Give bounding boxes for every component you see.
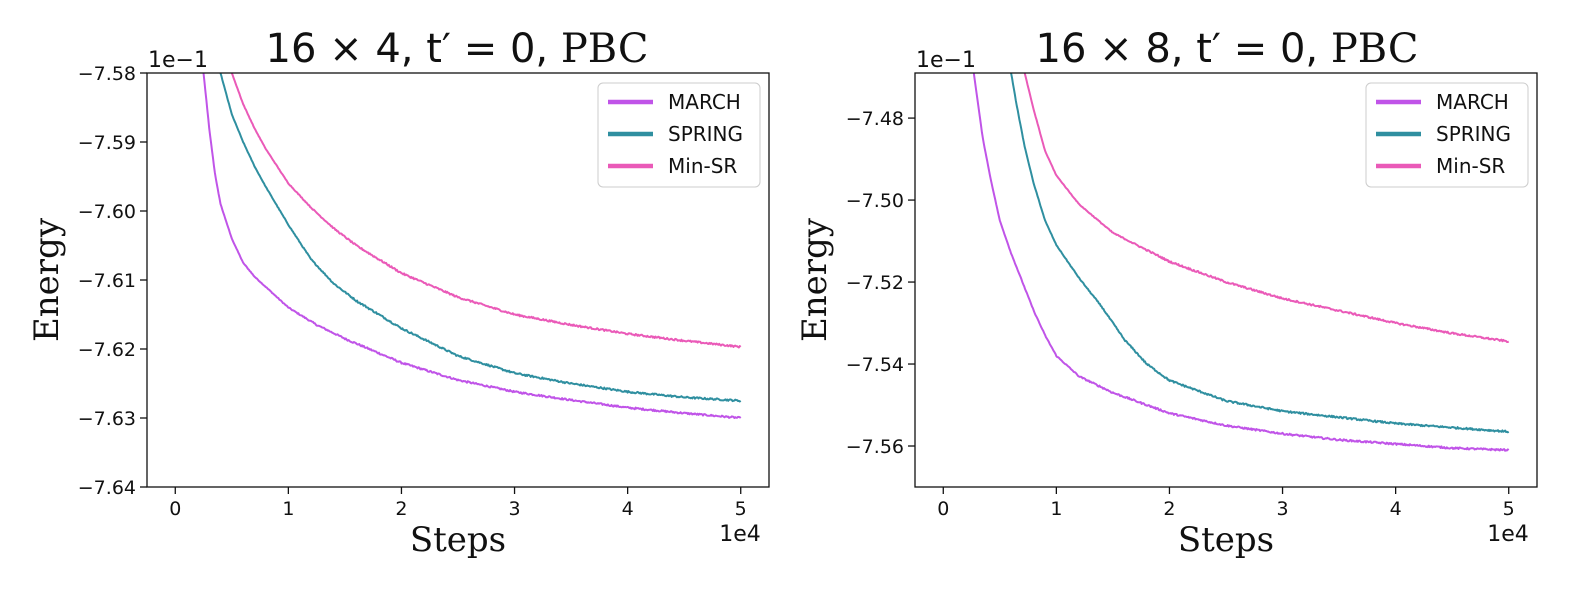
y-multiplier-label: 1e−1 bbox=[148, 48, 208, 73]
series-line-min-sr bbox=[1023, 73, 1510, 343]
chart-panel-16x4: 0 1 2 3 4 5 −7.58 −7.59 −7.60 −7.61 −7.62 −7.63 −7.6… bbox=[27, 26, 770, 560]
x-tick-label: 3 bbox=[508, 498, 520, 520]
chart-title: 16 × 8, t′ = 0, PBC bbox=[1036, 26, 1419, 72]
x-tick-label: 3 bbox=[1276, 498, 1288, 520]
legend-label-spring: SPRING bbox=[1436, 122, 1511, 146]
y-tick-label: −7.56 bbox=[846, 436, 904, 458]
series-line-march bbox=[202, 73, 742, 419]
series-lines bbox=[202, 73, 742, 419]
legend-label-march: MARCH bbox=[1436, 90, 1509, 114]
x-axis-title: Steps bbox=[1178, 520, 1274, 560]
x-tick-label: 0 bbox=[169, 498, 181, 520]
x-tick-label: 4 bbox=[1390, 498, 1402, 520]
legend-label-march: MARCH bbox=[668, 90, 741, 114]
x-tick-label: 5 bbox=[735, 498, 747, 520]
x-tick-label: 0 bbox=[937, 498, 949, 520]
legend-box bbox=[597, 82, 761, 188]
x-multiplier-label: 1e4 bbox=[1487, 522, 1529, 547]
y-tick-label: −7.59 bbox=[78, 132, 136, 154]
y-tick-label: −7.50 bbox=[846, 190, 904, 212]
chart-title-main: 16 × 8, t′ = 0, bbox=[1036, 26, 1331, 72]
y-axis-title: Energy bbox=[27, 217, 67, 342]
series-line-min-sr bbox=[230, 73, 742, 349]
legend-box bbox=[1365, 82, 1529, 188]
x-tick-label: 5 bbox=[1503, 498, 1515, 520]
plot-frame bbox=[914, 72, 1538, 488]
x-multiplier-label: 1e4 bbox=[719, 522, 761, 547]
y-tick-label: −7.52 bbox=[846, 272, 904, 294]
y-axis-title: Energy bbox=[795, 217, 835, 342]
x-tick-label: 4 bbox=[622, 498, 634, 520]
legend-label-spring: SPRING bbox=[668, 122, 743, 146]
chart-panel-16x8: 0 1 2 3 4 5 −7.48 −7.50 −7.52 −7.54 −7.56 1e4 1e−1 St… bbox=[795, 26, 1538, 560]
x-tick-label: 2 bbox=[1163, 498, 1175, 520]
x-tick-label: 1 bbox=[282, 498, 294, 520]
chart-title-boundary: PBC bbox=[561, 26, 649, 72]
series-line-spring bbox=[219, 73, 742, 403]
y-multiplier-label: 1e−1 bbox=[916, 48, 976, 73]
y-tick-label: −7.60 bbox=[78, 201, 136, 223]
chart-title-boundary: PBC bbox=[1331, 26, 1419, 72]
x-axis-title: Steps bbox=[410, 520, 506, 560]
y-tick-label: −7.61 bbox=[78, 270, 136, 292]
legend: MARCH SPRING Min-SR bbox=[597, 82, 761, 188]
chart-title: 16 × 4, t′ = 0, PBC bbox=[266, 26, 649, 72]
y-tick-label: −7.63 bbox=[78, 408, 136, 430]
y-tick-label: −7.54 bbox=[846, 354, 904, 376]
series-line-march bbox=[972, 73, 1510, 452]
x-tick-label: 2 bbox=[395, 498, 407, 520]
legend: MARCH SPRING Min-SR bbox=[1365, 82, 1529, 188]
y-tick-label: −7.64 bbox=[78, 477, 136, 499]
x-tick-label: 1 bbox=[1050, 498, 1062, 520]
y-tick-label: −7.58 bbox=[78, 63, 136, 85]
chart-title-main: 16 × 4, t′ = 0, bbox=[266, 26, 561, 72]
y-tick-label: −7.48 bbox=[846, 108, 904, 130]
y-tick-label: −7.62 bbox=[78, 339, 136, 361]
legend-label-min-sr: Min-SR bbox=[1436, 154, 1505, 178]
legend-label-min-sr: Min-SR bbox=[668, 154, 737, 178]
series-lines bbox=[972, 73, 1510, 452]
series-line-spring bbox=[1010, 73, 1510, 434]
